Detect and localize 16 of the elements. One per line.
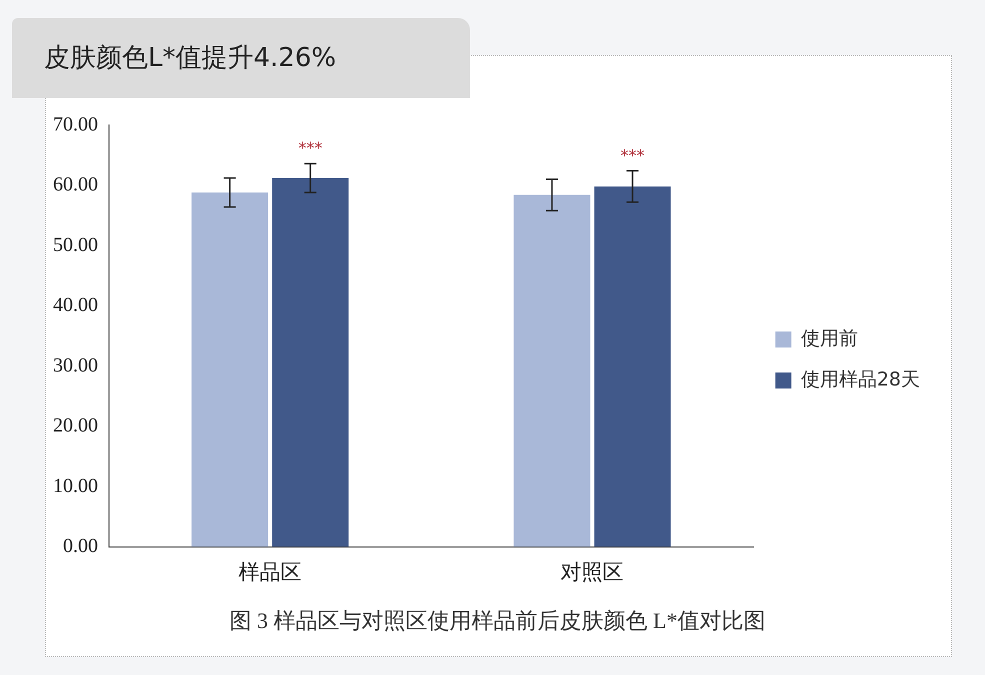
- legend-label: 使用样品28天: [800, 368, 920, 390]
- chart-title: 皮肤颜色L*值提升4.26%: [12, 18, 470, 98]
- y-tick-label: 10.00: [53, 474, 98, 497]
- caption: 图 3 样品区与对照区使用样品前后皮肤颜色 L*值对比图: [228, 607, 766, 635]
- y-tick-label: 30.00: [53, 354, 98, 376]
- y-tick-label: 60.00: [53, 174, 98, 196]
- y-tick-label: 40.00: [53, 294, 98, 316]
- y-tick-label: 0.00: [63, 535, 98, 558]
- y-tick-label: 50.00: [53, 234, 98, 256]
- y-tick-label: 70.00: [53, 113, 98, 136]
- y-tick-label: 20.00: [53, 414, 98, 437]
- x-tick-label: 样品区: [238, 560, 302, 584]
- x-tick-label: 对照区: [560, 560, 624, 584]
- legend-label: 使用前: [800, 327, 858, 350]
- annotation: ***: [620, 146, 645, 165]
- annotation: ***: [298, 138, 322, 158]
